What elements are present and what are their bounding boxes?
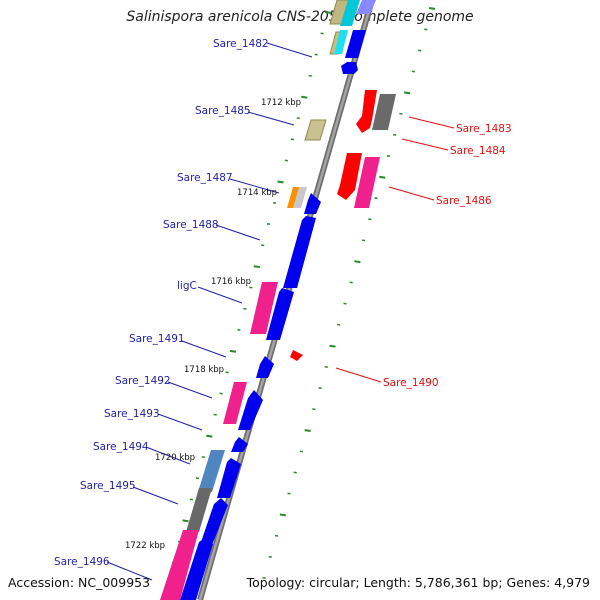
gene-block[interactable] [304,193,321,214]
gene-block[interactable] [266,288,294,340]
tick-mark [189,498,194,501]
gene-block[interactable] [372,94,396,130]
gene-block[interactable] [337,153,362,200]
gene-label[interactable]: Sare_1490 [383,377,439,389]
gene-block[interactable] [341,62,358,74]
gene-block[interactable] [354,157,380,208]
tick-mark [329,344,336,348]
tick-mark [261,244,265,247]
tick-mark [428,7,436,10]
gene-label[interactable]: Sare_1483 [456,123,512,135]
gene-block[interactable] [217,458,241,498]
tick-mark [337,323,341,326]
gene-label[interactable]: Sare_1494 [93,441,149,453]
gene-block[interactable] [160,530,199,600]
gene-label[interactable]: Sare_1485 [195,105,251,117]
tick-mark [393,133,397,136]
gene-label[interactable]: Sare_1487 [177,172,233,184]
gene-label[interactable]: Sare_1491 [129,333,185,345]
gene-label[interactable]: Sare_1492 [115,375,171,387]
gene-block[interactable] [200,498,228,545]
kbp-tick-labels: 1712 kbp 1714 kbp 1716 kbp 1718 kbp 1720… [125,98,301,551]
tick-mark [301,95,308,99]
gene-label[interactable]: Sare_1495 [80,480,136,492]
gene-label[interactable]: Sare_1496 [54,556,110,568]
gene-label[interactable]: Sare_1486 [436,195,492,207]
tick-mark [403,91,411,95]
tick-mark [399,112,403,115]
gene-block[interactable] [223,382,247,424]
gene-block[interactable] [283,216,316,288]
tick-mark [368,218,372,221]
tick-mark [417,49,422,52]
tick-mark [253,265,260,269]
tick-mark [290,138,295,141]
gene-block[interactable] [345,30,366,58]
gene-block[interactable] [256,356,274,378]
tick-mark [379,175,386,179]
forward-genes [160,0,376,600]
tick-mark [225,371,229,374]
kbp-tick-label: 1718 kbp [184,365,224,375]
gene-block[interactable] [186,488,212,532]
genome-summary-text: Topology: circular; Length: 5,786,361 bp… [246,575,590,590]
tick-mark [277,180,284,184]
tick-mark [324,11,332,14]
tick-mark [411,70,415,73]
reverse-genes [290,90,396,361]
gene-label[interactable]: Sare_1484 [450,145,506,157]
kbp-tick-label: 1712 kbp [261,98,301,108]
tick-mark [229,349,237,353]
gene-label[interactable]: Sare_1482 [213,38,269,50]
reverse-gene-labels: Sare_1483 Sare_1484 Sare_1486 Sare_1490 [383,123,512,389]
kbp-tick-label: 1720 kbp [155,453,195,463]
gene-block[interactable] [334,30,348,54]
gene-block[interactable] [250,282,278,334]
gene-block[interactable] [180,538,213,600]
kbp-tick-label: 1722 kbp [125,541,165,551]
tick-mark [266,223,271,226]
kbp-tick-label: 1716 kbp [211,277,251,287]
tick-mark [182,519,189,523]
tick-mark [349,281,353,284]
tick-mark [219,392,223,395]
gene-block[interactable] [238,390,263,430]
tick-marks [166,7,436,586]
tick-mark [354,260,361,264]
tick-mark [386,154,391,157]
kbp-tick-label: 1714 kbp [237,188,277,198]
gene-label[interactable]: Sare_1493 [104,408,160,420]
gene-block[interactable] [287,187,300,208]
gene-block[interactable] [340,0,360,26]
tick-mark [424,28,428,31]
gene-label[interactable]: ligC [177,280,197,292]
gene-block[interactable] [290,350,303,361]
tick-mark [361,239,366,242]
tick-mark [206,434,213,438]
label-leader-lines [106,42,455,581]
tick-mark [304,429,311,432]
tick-mark [195,477,200,480]
tick-mark [279,513,286,517]
map-title: Salinispora arenicola CNS-205, complete … [126,9,474,25]
gene-label[interactable]: Sare_1488 [163,219,219,231]
gene-block[interactable] [356,90,377,133]
gene-block[interactable] [356,0,376,14]
tick-mark [374,197,378,200]
gene-block[interactable] [293,187,307,208]
gene-block[interactable] [231,437,248,452]
tick-mark [343,302,347,305]
tick-mark [296,117,300,120]
forward-gene-labels: Sare_1482 Sare_1485 Sare_1487 Sare_1488 … [54,38,269,568]
gene-block[interactable] [198,450,225,492]
gene-block[interactable] [304,119,327,141]
accession-text: Accession: NC_009953 [8,575,151,590]
